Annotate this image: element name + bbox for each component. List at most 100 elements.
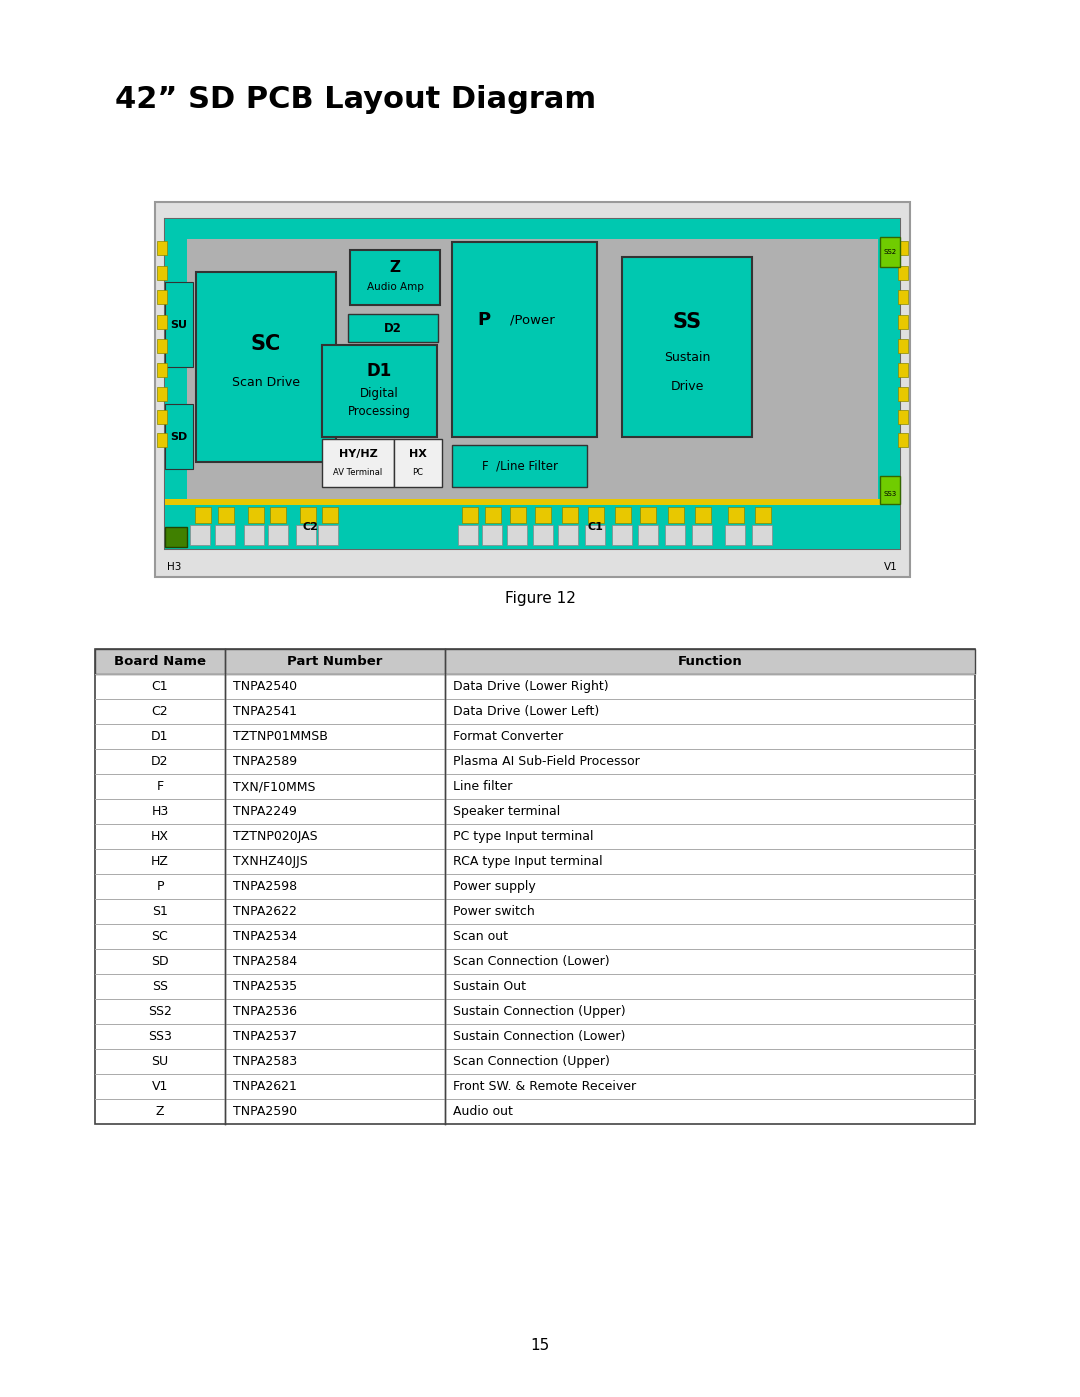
Text: Digital: Digital: [360, 387, 399, 401]
Bar: [897, 265, 908, 279]
Bar: [296, 525, 316, 545]
Text: D1: D1: [367, 362, 392, 380]
Text: Scan Connection (Upper): Scan Connection (Upper): [453, 1055, 610, 1067]
Text: TNPA2534: TNPA2534: [233, 930, 297, 943]
Bar: [725, 525, 745, 545]
Bar: [165, 219, 900, 239]
Text: Sustain Connection (Lower): Sustain Connection (Lower): [453, 1030, 625, 1044]
Bar: [558, 525, 578, 545]
Text: Board Name: Board Name: [114, 655, 206, 668]
Bar: [755, 507, 771, 522]
Bar: [157, 314, 167, 330]
Text: F: F: [157, 780, 163, 793]
Text: Sustain: Sustain: [664, 351, 711, 365]
Bar: [880, 237, 900, 267]
Text: C2: C2: [302, 522, 318, 532]
Text: PC type Input terminal: PC type Input terminal: [453, 830, 594, 842]
Bar: [195, 272, 336, 462]
Text: SD: SD: [171, 432, 188, 441]
Bar: [270, 507, 286, 522]
Text: Z: Z: [156, 1105, 164, 1118]
Text: Plasma AI Sub-Field Processor: Plasma AI Sub-Field Processor: [453, 754, 639, 768]
Text: C1: C1: [151, 680, 168, 693]
Bar: [190, 525, 210, 545]
Bar: [165, 282, 193, 367]
Bar: [165, 502, 900, 549]
Bar: [195, 507, 211, 522]
Text: Figure 12: Figure 12: [504, 591, 576, 606]
Bar: [897, 242, 908, 256]
Bar: [350, 250, 440, 305]
Bar: [897, 314, 908, 330]
Text: TNPA2540: TNPA2540: [233, 680, 297, 693]
Bar: [878, 239, 900, 504]
Bar: [638, 525, 658, 545]
Text: Audio out: Audio out: [453, 1105, 513, 1118]
Text: TZTNP020JAS: TZTNP020JAS: [233, 830, 318, 842]
Bar: [665, 525, 685, 545]
Text: V1: V1: [152, 1080, 168, 1092]
Text: TNPA2535: TNPA2535: [233, 981, 297, 993]
Text: SU: SU: [171, 320, 188, 330]
Text: Speaker terminal: Speaker terminal: [453, 805, 561, 819]
Bar: [897, 387, 908, 401]
Bar: [692, 525, 712, 545]
Bar: [897, 409, 908, 425]
Text: 15: 15: [530, 1337, 550, 1352]
Text: SS: SS: [152, 981, 168, 993]
Bar: [300, 507, 316, 522]
Bar: [588, 507, 604, 522]
Text: Drive: Drive: [671, 380, 704, 393]
Text: V1: V1: [885, 562, 897, 571]
Text: P: P: [477, 312, 490, 330]
Bar: [462, 507, 478, 522]
Text: Scan Connection (Lower): Scan Connection (Lower): [453, 956, 609, 968]
Bar: [510, 507, 526, 522]
Text: Power switch: Power switch: [453, 905, 535, 918]
Text: D1: D1: [151, 731, 168, 743]
Bar: [95, 650, 975, 673]
Bar: [95, 650, 975, 1125]
Bar: [157, 339, 167, 353]
Text: PC: PC: [413, 468, 423, 478]
Text: RCA type Input terminal: RCA type Input terminal: [453, 855, 603, 868]
Bar: [348, 314, 438, 342]
Bar: [562, 507, 578, 522]
Bar: [394, 439, 442, 488]
Bar: [156, 203, 910, 577]
Text: TNPA2584: TNPA2584: [233, 956, 297, 968]
Text: TNPA2598: TNPA2598: [233, 880, 297, 893]
Bar: [669, 507, 684, 522]
Text: TXN/F10MMS: TXN/F10MMS: [233, 780, 315, 793]
Bar: [612, 525, 632, 545]
Bar: [244, 525, 264, 545]
Text: HX: HX: [409, 450, 427, 460]
Bar: [535, 507, 551, 522]
Bar: [268, 525, 288, 545]
Bar: [897, 433, 908, 447]
Text: Format Converter: Format Converter: [453, 731, 563, 743]
Text: HZ: HZ: [151, 855, 168, 868]
Text: SS3: SS3: [148, 1030, 172, 1044]
Bar: [157, 265, 167, 279]
Bar: [157, 409, 167, 425]
Bar: [157, 363, 167, 377]
Text: TNPA2622: TNPA2622: [233, 905, 297, 918]
Text: TNPA2583: TNPA2583: [233, 1055, 297, 1067]
Text: SS: SS: [673, 312, 702, 332]
Bar: [165, 499, 900, 504]
Text: SC: SC: [151, 930, 168, 943]
Bar: [215, 525, 235, 545]
Text: Audio Amp: Audio Amp: [366, 282, 423, 292]
Text: SD: SD: [151, 956, 168, 968]
Bar: [322, 439, 394, 488]
Text: C2: C2: [151, 705, 168, 718]
Text: SS2: SS2: [148, 1004, 172, 1018]
Text: TNPA2249: TNPA2249: [233, 805, 297, 819]
Text: SU: SU: [151, 1055, 168, 1067]
Bar: [218, 507, 234, 522]
Text: TNPA2536: TNPA2536: [233, 1004, 297, 1018]
Text: Sustain Connection (Upper): Sustain Connection (Upper): [453, 1004, 625, 1018]
Bar: [622, 257, 752, 437]
Text: S1: S1: [152, 905, 167, 918]
